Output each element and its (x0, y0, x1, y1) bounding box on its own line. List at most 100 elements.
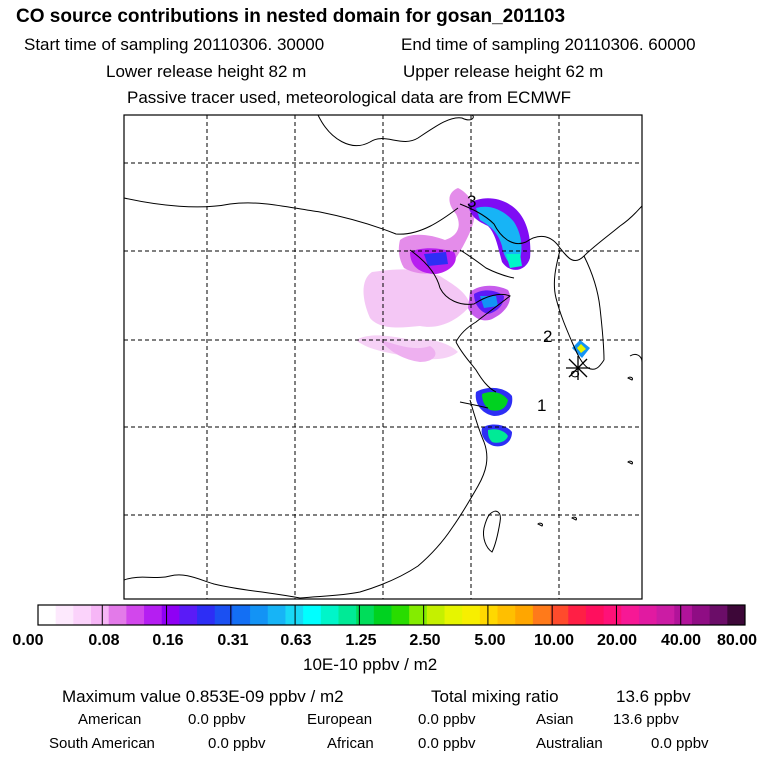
colorbar-swatch (303, 605, 322, 625)
bohai-coast (409, 249, 511, 343)
region-south-american-value: 0.0 ppbv (208, 735, 266, 752)
region-asian-name: Asian (536, 711, 574, 728)
colorbar-swatch (267, 605, 286, 625)
colorbar-swatch (38, 605, 57, 625)
region-label-2: 2 (543, 327, 553, 346)
asterisk-icon (566, 356, 590, 380)
colorbar-swatch (426, 605, 446, 625)
plume-dark-north (424, 252, 448, 266)
shandong-coast (455, 341, 497, 393)
colorbar-swatch (73, 605, 92, 625)
japan-kyushu (629, 353, 642, 363)
korea-east-coast (583, 255, 605, 361)
tick-label: 2.50 (409, 632, 441, 649)
plume-northeast-hot (506, 254, 522, 268)
colorbar-swatch (91, 605, 110, 625)
small-island-2 (627, 460, 633, 465)
plume-faint-west (363, 269, 470, 328)
tick-label: 0.16 (152, 632, 184, 649)
colorbar-swatch (373, 605, 392, 625)
tick-label: 10.00 (533, 632, 575, 649)
colorbar-unit: 10E-10 ppbv / m2 (303, 655, 438, 674)
region-european-name: European (307, 711, 373, 728)
colorbar-swatch (161, 605, 180, 625)
region-american-name: American (78, 711, 142, 728)
tick-label: 40.00 (660, 632, 702, 649)
colorbar-swatch (232, 605, 251, 625)
korea-coast (553, 249, 605, 370)
end-time-label: End time of sampling 20110306. 60000 (401, 35, 696, 54)
colorbar-swatch (338, 605, 357, 625)
colorbar-swatch (603, 605, 622, 625)
colorbar-swatch (568, 605, 587, 625)
region-asian-value: 13.6 ppbv (613, 711, 679, 728)
colorbar-swatch (462, 605, 481, 625)
region-australian-value: 0.0 ppbv (651, 735, 709, 752)
region-south-american-name: South American (49, 735, 155, 752)
small-island-4 (571, 516, 577, 521)
northern-border (317, 115, 474, 147)
colorbar-swatch (727, 605, 746, 625)
colorbar-frame (37, 604, 746, 626)
lat-lon-grid (124, 115, 642, 599)
upper-release-label: Upper release height 62 m (403, 62, 604, 81)
colorbar-swatch (356, 605, 375, 625)
colorbar-swatch (197, 605, 216, 625)
colorbar (37, 604, 746, 626)
colorbar-swatch (250, 605, 269, 625)
colorbar-swatch (126, 605, 145, 625)
plume-bohai-center (480, 296, 498, 308)
start-time-label: Start time of sampling 20110306. 30000 (24, 35, 325, 54)
tick-label: 80.00 (716, 632, 758, 649)
inner-mongolia-border (124, 197, 459, 235)
colorbar-swatch (285, 605, 304, 625)
colorbar-swatch (144, 605, 163, 625)
plume-northeast-core (476, 206, 522, 265)
colorbar-swatch (638, 605, 658, 625)
region-european-value: 0.0 ppbv (418, 711, 476, 728)
southern-border (124, 574, 301, 599)
colorbar-swatch (550, 605, 569, 625)
colorbar-swatch (709, 605, 728, 625)
tick-label: 0.00 (12, 632, 44, 649)
yangtze-river (459, 401, 489, 409)
total-mixing-value: 13.6 ppbv (616, 687, 691, 706)
colorbar-swatch (621, 605, 640, 625)
region-label-1: 1 (537, 396, 547, 415)
colorbar-swatch (691, 605, 711, 625)
tick-label: 5.00 (474, 632, 506, 649)
lower-release-label: Lower release height 82 m (106, 62, 307, 81)
colorbar-swatch (585, 605, 605, 625)
taiwan (483, 510, 501, 553)
tick-label: 1.25 (345, 632, 377, 649)
colorbar-swatch (479, 605, 499, 625)
coastlines (124, 115, 642, 599)
region-african-value: 0.0 ppbv (418, 735, 476, 752)
tick-label: 0.08 (88, 632, 120, 649)
colorbar-swatch (108, 605, 127, 625)
plume-site-2-core (577, 344, 586, 353)
colorbar-swatch (409, 605, 428, 625)
plot-title: CO source contributions in nested domain… (16, 6, 566, 27)
colorbar-swatch (656, 605, 675, 625)
plume-site-1-south-core (488, 429, 508, 443)
map-frame (123, 114, 643, 600)
colorbar-swatch (214, 605, 233, 625)
colorbar-swatch (674, 605, 693, 625)
region-african-name: African (327, 735, 374, 752)
colorbar-swatch (444, 605, 463, 625)
max-value-label: Maximum value 0.853E-09 ppbv / m2 (62, 687, 344, 706)
colorbar-swatch (320, 605, 339, 625)
total-mixing-label: Total mixing ratio (431, 687, 559, 706)
region-american-value: 0.0 ppbv (188, 711, 246, 728)
plume-site-1-north-core (482, 392, 508, 411)
tracer-note: Passive tracer used, meteorological data… (127, 88, 572, 107)
tick-label: 20.00 (596, 632, 638, 649)
concentration-field (356, 188, 590, 447)
small-island-3 (537, 522, 543, 527)
tick-label: 0.31 (217, 632, 249, 649)
colorbar-swatch (497, 605, 516, 625)
region-label-3: 3 (467, 192, 477, 211)
plume-faint-middle (380, 340, 436, 362)
